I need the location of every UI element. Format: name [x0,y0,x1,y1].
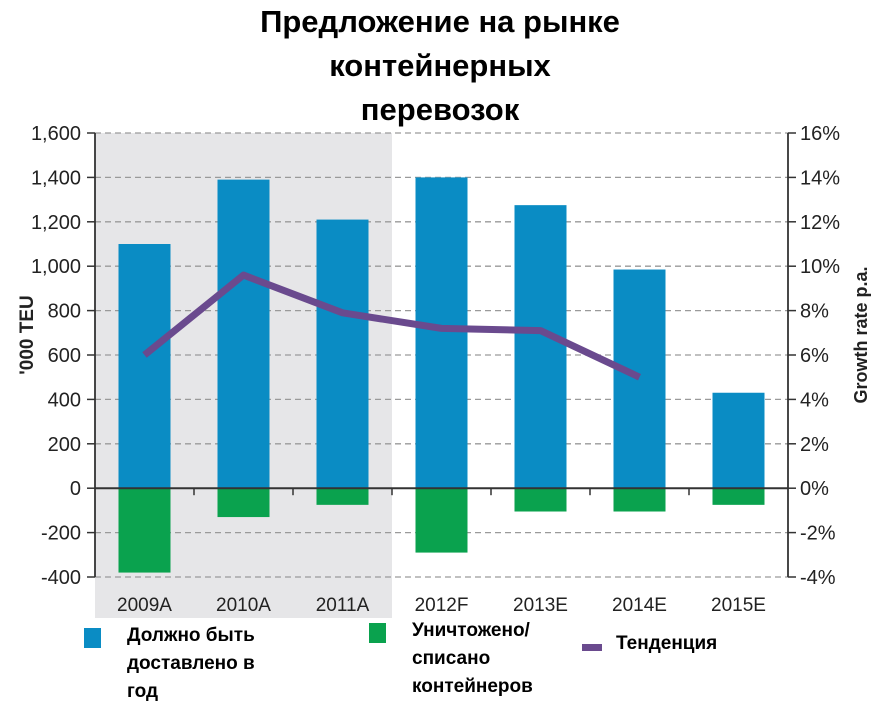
legend-swatch-icon [369,623,386,643]
right-tick-label: 0% [800,478,829,500]
left-tick-label: 0 [70,478,81,500]
left-tick-label: 400 [48,389,81,411]
title-line-1: Предложение на рынке [260,4,620,39]
right-tick-label: -2% [800,523,836,545]
left-tick-label: 1,200 [31,212,81,234]
bar-delivered [217,179,270,489]
x-tick-label: 2010A [216,595,271,616]
bar-scrapped [712,488,765,505]
legend-item-delivered: Должно быть доставлено в год [84,622,255,706]
left-tick-label: -400 [41,567,81,589]
bar-delivered [118,244,171,489]
y-axis-title-left: '000 TEU [17,295,38,375]
bar-delivered [514,205,567,489]
right-tick-label: 10% [800,256,840,278]
bar-scrapped [613,488,666,512]
right-tick-label: 2% [800,434,829,456]
right-tick-label: 8% [800,301,829,323]
bar-delivered [613,269,666,489]
x-tick-label: 2014E [612,595,667,616]
left-tick-label: 600 [48,345,81,367]
bar-scrapped [217,488,270,518]
left-tick-label: 1,600 [31,123,81,145]
left-tick-label: 1,000 [31,256,81,278]
bar-scrapped [415,488,468,553]
right-tick-label: 16% [800,123,840,145]
right-tick-label: 6% [800,345,829,367]
right-tick-label: 4% [800,389,829,411]
x-tick-label: 2009A [117,595,172,616]
legend-swatch-icon [84,628,101,648]
legend-item-scrapped: Уничтожено/ списано контейнеров [369,617,533,701]
chart-title: Предложение на рынке контейнерных перево… [0,0,880,132]
bar-delivered [316,219,369,489]
legend-label: Тенденция [616,633,718,654]
legend-label: Должно быть доставлено в год [127,625,255,702]
bar-delivered [712,392,765,489]
x-tick-label: 2012F [415,595,469,616]
title-line-2: контейнерных [329,48,551,83]
y-axis-title-right: Growth rate p.a. [851,266,871,403]
left-tick-label: -200 [41,523,81,545]
bar-scrapped [118,488,171,573]
right-tick-label: -4% [800,567,836,589]
left-tick-label: 1,400 [31,167,81,189]
legend-item-trend: Тенденция [582,630,717,658]
title-line-3: перевозок [360,92,520,127]
x-tick-label: 2013E [513,595,568,616]
right-tick-label: 14% [800,167,840,189]
bar-scrapped [316,488,369,505]
legend-label: Уничтожено/ списано контейнеров [412,620,533,697]
legend-line-icon [582,644,602,651]
x-tick-label: 2011A [316,595,370,616]
bar-scrapped [514,488,567,512]
left-tick-label: 200 [48,434,81,456]
bar-delivered [415,177,468,489]
left-tick-label: 800 [48,301,81,323]
x-tick-label: 2015E [711,595,766,616]
trend-line [142,271,641,381]
right-tick-label: 12% [800,212,840,234]
